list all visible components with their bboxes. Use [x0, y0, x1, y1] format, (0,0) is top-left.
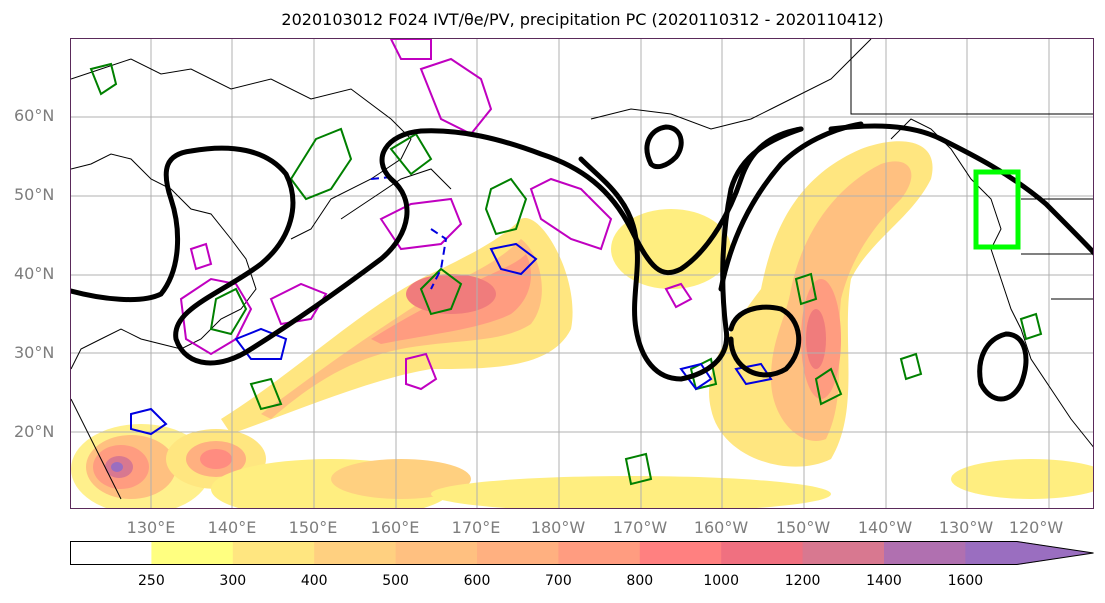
colorbar-tick-label: 700 — [545, 573, 572, 589]
lon-label-160e: 160°E — [370, 518, 420, 537]
lon-label-170e: 170°E — [451, 518, 501, 537]
lon-label-160w: 160°W — [693, 518, 749, 537]
colorbar-segment — [151, 541, 234, 565]
colorbar — [70, 541, 1094, 565]
chart-title: 2020103012 F024 IVT/θe/PV, precipitation… — [281, 10, 884, 29]
colorbar-segment — [232, 541, 315, 565]
colorbar-tick-label: 600 — [463, 573, 491, 589]
lon-label-130e: 130°E — [126, 518, 176, 537]
colorbar-tick-label: 250 — [138, 573, 165, 589]
colorbar-segment — [721, 541, 804, 565]
pv-contours-magenta — [179, 39, 693, 391]
lat-label-50: 50°N — [14, 185, 55, 204]
colorbar-segment — [802, 541, 885, 565]
colorbar-segment — [477, 541, 559, 565]
colorbar-tick-label: 400 — [300, 573, 328, 589]
colorbar-segment — [965, 541, 1094, 565]
colorbar-tick-label: 1600 — [947, 573, 984, 589]
colorbar-outline — [70, 541, 1094, 565]
colorbar-segment — [884, 541, 966, 565]
lat-label-20: 20°N — [14, 422, 55, 441]
pv-contours-green — [89, 62, 1043, 486]
lon-label-140w: 140°W — [857, 518, 913, 537]
map-panel — [70, 38, 1094, 509]
lon-label-130w: 130°W — [938, 518, 994, 537]
colorbar-segment — [395, 541, 478, 565]
colorbar-segment — [70, 541, 152, 565]
map-canvas — [71, 39, 1093, 508]
colorbar-tick-label: 300 — [219, 573, 247, 589]
target-region-box — [973, 169, 1021, 250]
colorbar-tick-label: 800 — [626, 573, 654, 589]
lon-label-180w: 180°W — [530, 518, 586, 537]
lat-label-30: 30°N — [14, 343, 55, 362]
lon-label-150w: 150°W — [775, 518, 831, 537]
pv-contours-blue — [130, 176, 773, 436]
colorbar-segment — [314, 541, 397, 565]
lat-label-60: 60°N — [14, 106, 55, 125]
lat-label-40: 40°N — [14, 264, 55, 283]
colorbar-tick-label: 1000 — [703, 573, 740, 589]
lon-label-170w: 170°W — [612, 518, 668, 537]
lon-label-120w: 120°W — [1008, 518, 1064, 537]
lon-label-150e: 150°E — [288, 518, 338, 537]
colorbar-tick-label: 1400 — [866, 573, 902, 589]
colorbar-tick-label: 500 — [382, 573, 409, 589]
colorbar-segment — [558, 541, 641, 565]
black-contour — [71, 121, 1093, 402]
colorbar-tick-label: 1200 — [784, 573, 821, 589]
lon-label-140e: 140°E — [207, 518, 257, 537]
colorbar-segment — [639, 541, 722, 565]
